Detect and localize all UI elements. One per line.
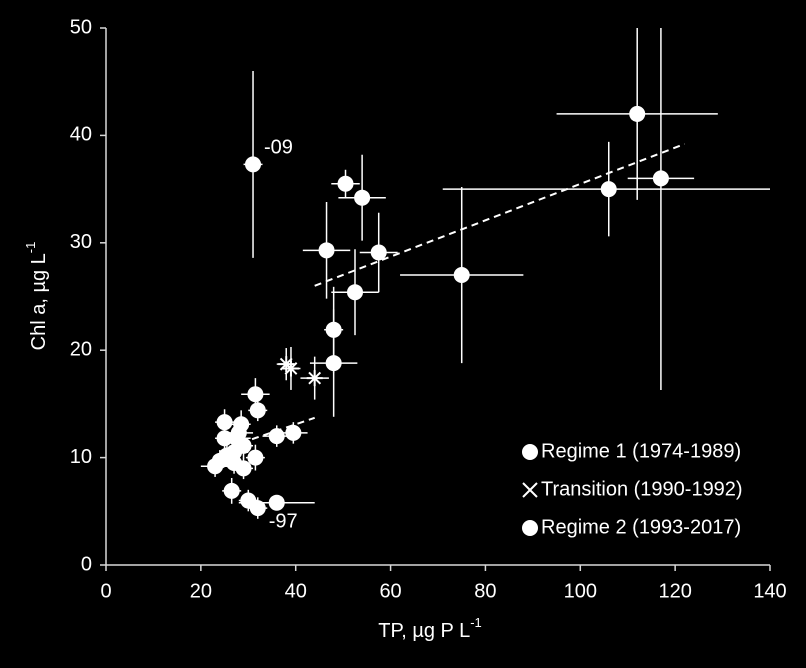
point bbox=[370, 244, 387, 261]
x-tick-label: 40 bbox=[285, 580, 307, 602]
y-axis-label: Chl a, µg L-1 bbox=[23, 242, 50, 351]
x-tick-label: 120 bbox=[658, 580, 691, 602]
point bbox=[347, 284, 363, 301]
y-axis-label-sup: -1 bbox=[23, 242, 38, 254]
point bbox=[247, 386, 264, 403]
y-axis-label-text: Chl a, µg L bbox=[28, 253, 50, 350]
point bbox=[306, 370, 323, 387]
y-tick-label: 10 bbox=[70, 446, 92, 468]
y-tick-label: 0 bbox=[81, 553, 92, 575]
x-tick-label: 60 bbox=[379, 580, 401, 602]
point-label: -09 bbox=[264, 137, 293, 159]
point bbox=[337, 175, 354, 192]
point bbox=[318, 242, 335, 259]
legend-label: Transition (1990-1992) bbox=[541, 478, 743, 500]
point bbox=[247, 449, 264, 466]
point bbox=[249, 402, 266, 419]
x-axis-label-sup: -1 bbox=[470, 615, 482, 630]
x-tick-label: 20 bbox=[190, 580, 212, 602]
point bbox=[325, 355, 342, 372]
y-tick-label: 20 bbox=[70, 338, 92, 360]
point bbox=[629, 105, 646, 122]
point bbox=[600, 181, 617, 198]
point bbox=[652, 170, 669, 187]
x-tick-label: 0 bbox=[100, 580, 111, 602]
y-tick-label: 50 bbox=[70, 16, 92, 38]
y-tick-label: 30 bbox=[70, 231, 92, 253]
x-tick-label: 80 bbox=[474, 580, 496, 602]
point bbox=[354, 189, 371, 206]
point bbox=[268, 494, 285, 511]
x-tick-label: 140 bbox=[753, 580, 786, 602]
x-axis-label-text: TP, µg P L bbox=[378, 620, 470, 642]
legend-label: Regime 2 (1993-2017) bbox=[541, 516, 741, 538]
x-tick-label: 100 bbox=[564, 580, 597, 602]
legend-marker bbox=[522, 520, 538, 536]
plot-area bbox=[200, 28, 770, 519]
legend-marker bbox=[522, 444, 538, 460]
legend-label: Regime 1 (1974-1989) bbox=[541, 440, 741, 462]
point bbox=[218, 447, 235, 464]
point bbox=[245, 156, 262, 173]
point bbox=[285, 424, 302, 441]
point bbox=[453, 267, 470, 284]
legend-marker bbox=[522, 482, 538, 498]
point bbox=[282, 360, 299, 377]
x-axis-label: TP, µg P L-1 bbox=[378, 615, 482, 642]
point bbox=[207, 458, 224, 475]
point bbox=[268, 428, 285, 445]
point bbox=[223, 482, 240, 499]
point-label: -97 bbox=[269, 510, 298, 532]
trendline bbox=[314, 143, 685, 287]
point bbox=[249, 500, 266, 517]
y-tick-label: 40 bbox=[70, 124, 92, 146]
